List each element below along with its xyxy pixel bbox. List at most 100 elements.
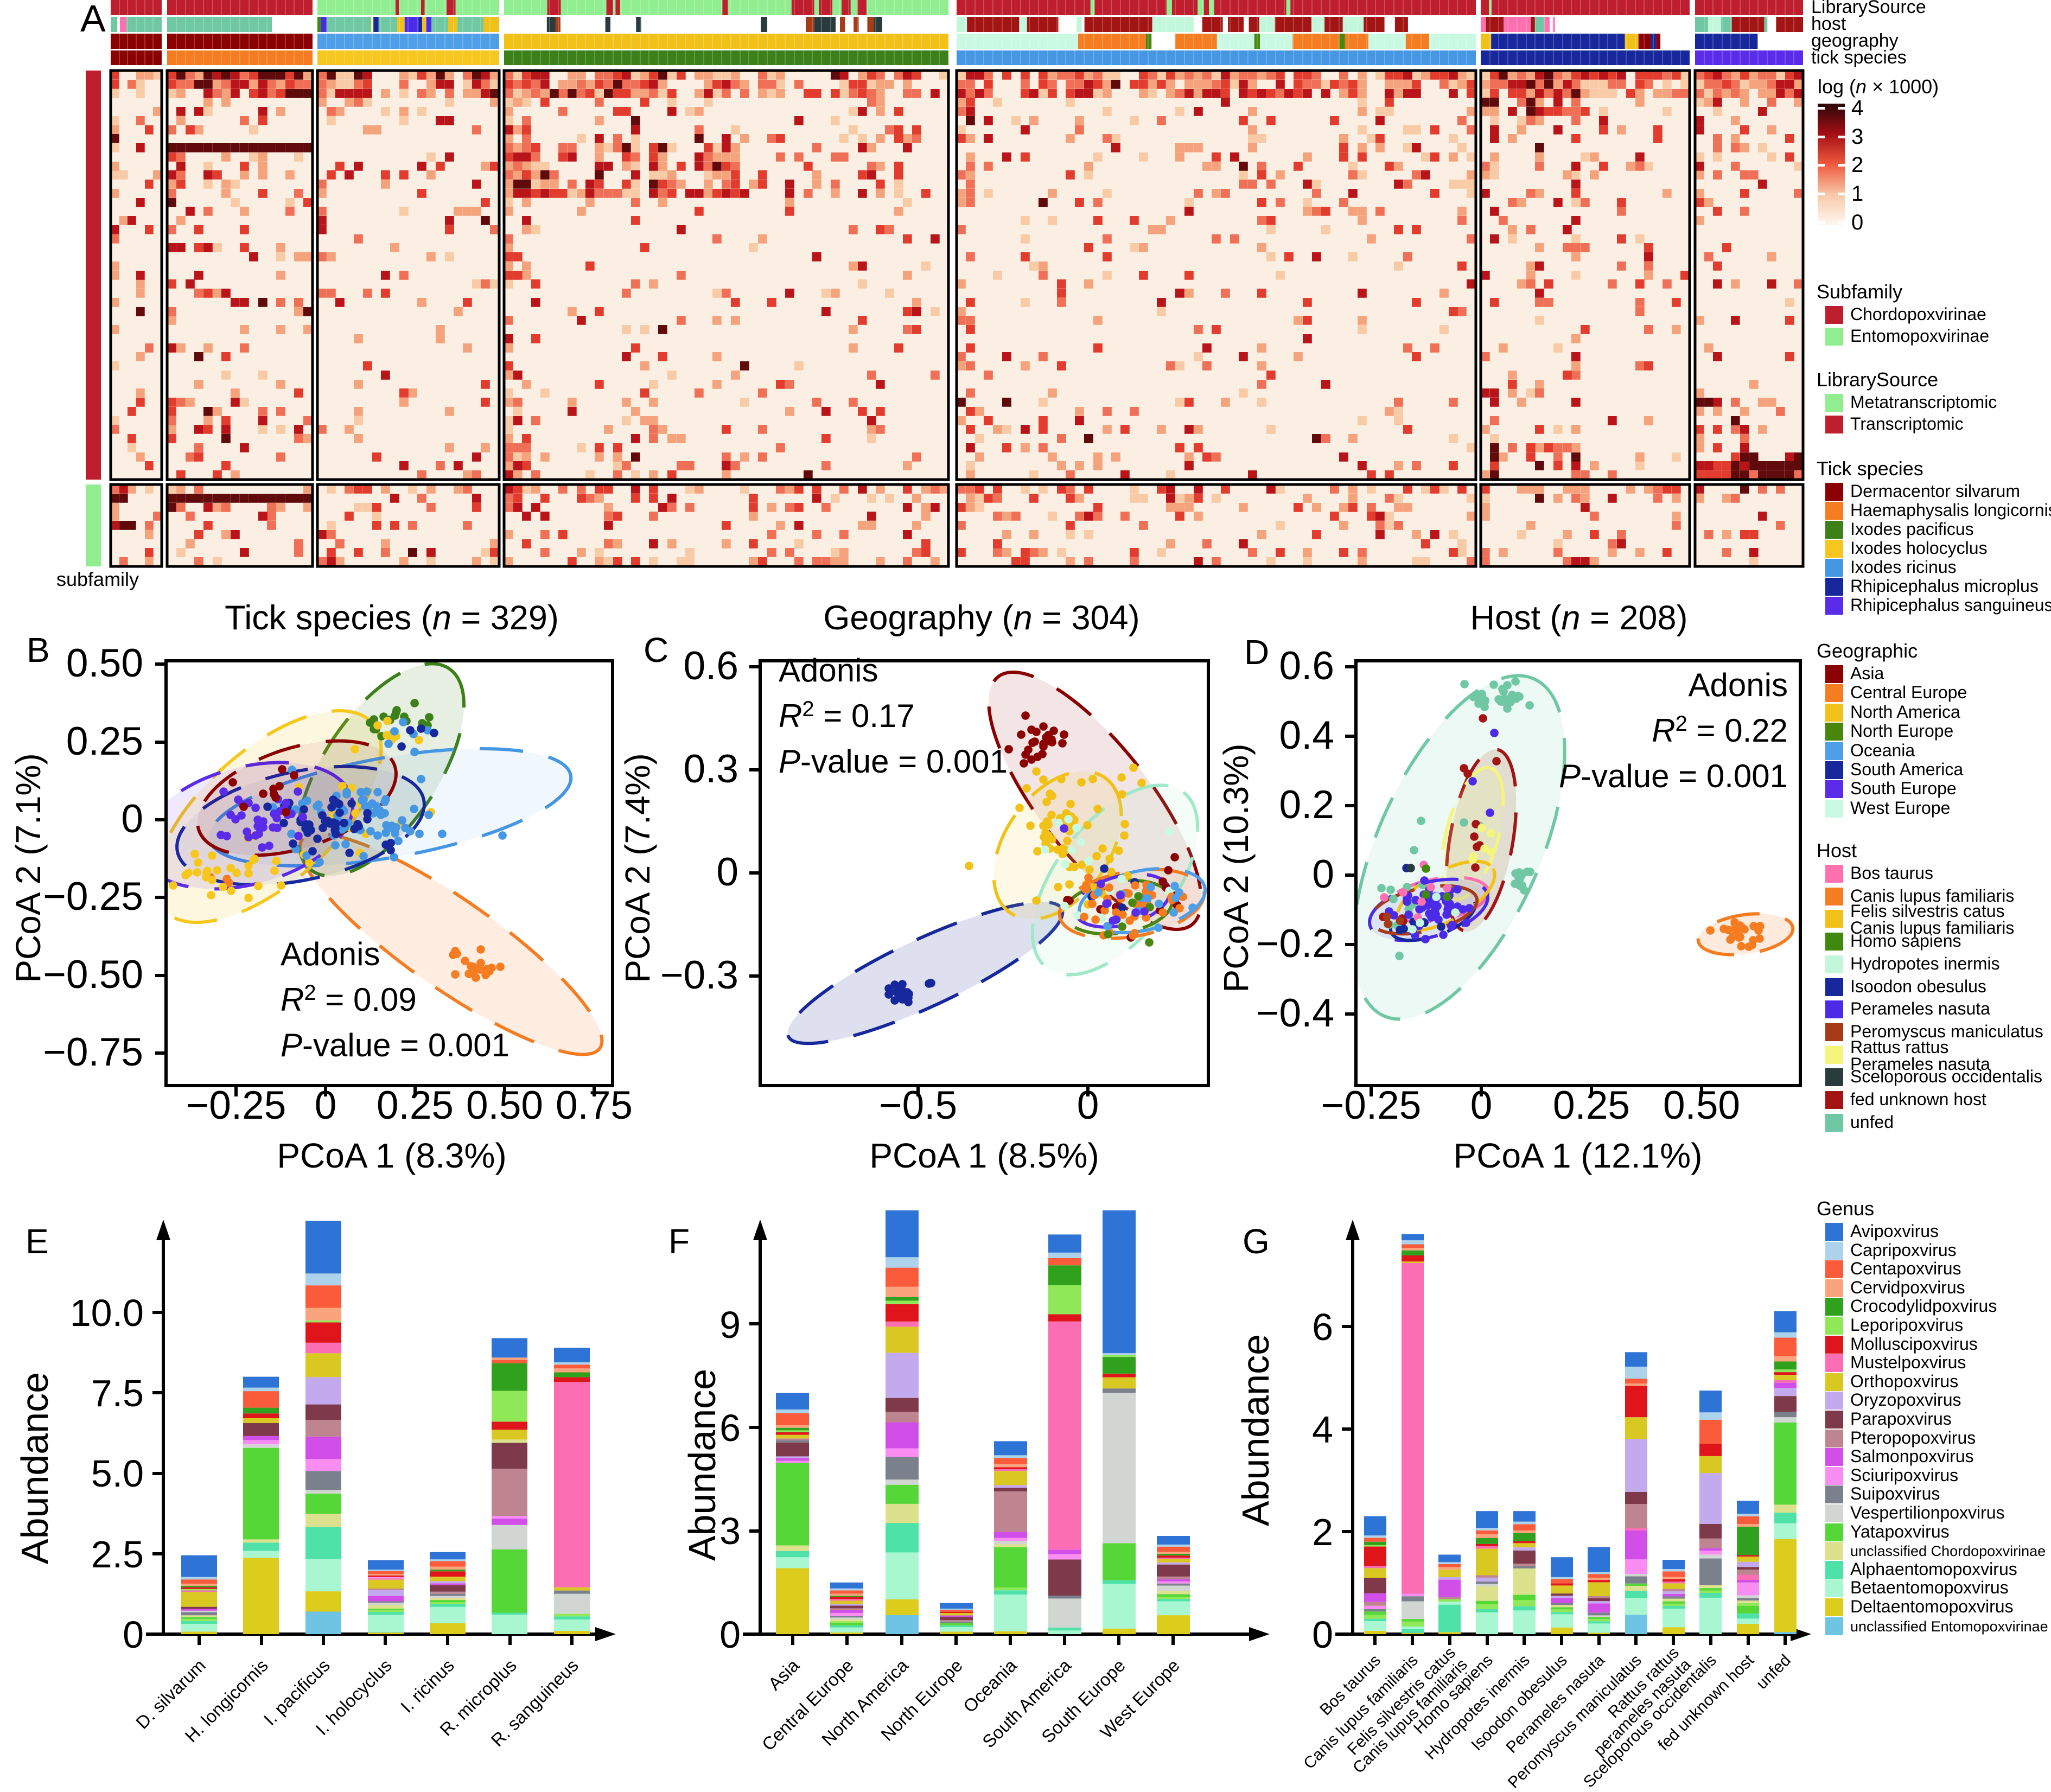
svg-text:Abundance: Abundance bbox=[1234, 1334, 1277, 1526]
svg-text:1: 1 bbox=[1851, 182, 1863, 206]
svg-text:Tick species: Tick species bbox=[1817, 457, 1923, 480]
svg-text:Canis lupus familiaris: Canis lupus familiaris bbox=[1850, 918, 2014, 938]
svg-text:−0.25: −0.25 bbox=[186, 1083, 286, 1127]
svg-text:Oryzopoxvirus: Oryzopoxvirus bbox=[1850, 1390, 1961, 1410]
svg-text:C: C bbox=[644, 630, 668, 669]
svg-text:0: 0 bbox=[716, 850, 738, 894]
svg-text:Hydropotes inermis: Hydropotes inermis bbox=[1850, 954, 2000, 973]
svg-text:Ixodes holocyclus: Ixodes holocyclus bbox=[1850, 538, 1988, 558]
svg-text:host: host bbox=[1811, 14, 1846, 34]
svg-text:Molluscipoxvirus: Molluscipoxvirus bbox=[1850, 1334, 1978, 1354]
svg-text:0.50: 0.50 bbox=[66, 641, 143, 685]
svg-text:4: 4 bbox=[1851, 96, 1863, 120]
svg-text:R2 = 0.09: R2 = 0.09 bbox=[281, 981, 417, 1018]
svg-text:−0.2: −0.2 bbox=[1256, 922, 1334, 966]
svg-text:Betaentomopoxvirus: Betaentomopoxvirus bbox=[1850, 1578, 2009, 1597]
svg-text:0.4: 0.4 bbox=[1279, 713, 1334, 757]
svg-text:LibrarySource: LibrarySource bbox=[1817, 368, 1938, 391]
svg-text:West Europe: West Europe bbox=[1850, 798, 1950, 818]
svg-text:subfamily: subfamily bbox=[56, 568, 139, 590]
svg-text:Genus: Genus bbox=[1817, 1197, 1874, 1220]
svg-text:Homo sapiens: Homo sapiens bbox=[1850, 931, 1961, 951]
svg-text:Chordopoxvirinae: Chordopoxvirinae bbox=[1850, 304, 1986, 324]
svg-text:Vespertilionpoxvirus: Vespertilionpoxvirus bbox=[1850, 1503, 2005, 1522]
svg-text:Deltaentomopoxvirus: Deltaentomopoxvirus bbox=[1850, 1597, 2014, 1616]
svg-text:0.3: 0.3 bbox=[684, 747, 738, 791]
svg-text:0.25: 0.25 bbox=[66, 719, 143, 763]
svg-text:Geographic: Geographic bbox=[1817, 640, 1918, 662]
svg-text:P-value = 0.001: P-value = 0.001 bbox=[1559, 758, 1788, 794]
svg-text:0: 0 bbox=[121, 797, 143, 841]
svg-text:geography: geography bbox=[1811, 30, 1899, 51]
svg-text:Tick species (n = 329): Tick species (n = 329) bbox=[225, 599, 559, 637]
svg-text:Bos taurus: Bos taurus bbox=[1850, 863, 1933, 883]
svg-text:Metatranscriptomic: Metatranscriptomic bbox=[1850, 392, 1997, 412]
svg-text:PCoA 2 (7.1%): PCoA 2 (7.1%) bbox=[9, 753, 48, 983]
svg-text:Avipoxvirus: Avipoxvirus bbox=[1850, 1221, 1939, 1241]
svg-text:Sceloporous occidentalis: Sceloporous occidentalis bbox=[1850, 1067, 2042, 1086]
svg-text:Adonis: Adonis bbox=[281, 936, 380, 972]
svg-text:−0.4: −0.4 bbox=[1256, 991, 1334, 1035]
svg-text:PCoA 1 (8.3%): PCoA 1 (8.3%) bbox=[277, 1136, 506, 1175]
svg-text:0.50: 0.50 bbox=[466, 1083, 543, 1127]
svg-text:Rhipicephalus microplus: Rhipicephalus microplus bbox=[1850, 576, 2039, 596]
svg-text:0.75: 0.75 bbox=[556, 1083, 633, 1127]
svg-text:3: 3 bbox=[1851, 125, 1863, 149]
svg-text:−0.3: −0.3 bbox=[660, 953, 738, 997]
svg-text:Abundance: Abundance bbox=[681, 1369, 723, 1561]
svg-text:Transcriptomic: Transcriptomic bbox=[1850, 414, 1964, 433]
svg-text:−0.50: −0.50 bbox=[43, 953, 143, 997]
svg-text:South America: South America bbox=[1850, 760, 1963, 779]
svg-text:Central Europe: Central Europe bbox=[1850, 683, 1967, 702]
svg-text:South Europe: South Europe bbox=[1850, 779, 1957, 798]
svg-text:0: 0 bbox=[1312, 1614, 1333, 1656]
svg-text:−0.25: −0.25 bbox=[43, 875, 143, 919]
svg-text:unclassified Entomopoxvirinae: unclassified Entomopoxvirinae bbox=[1850, 1618, 2048, 1635]
svg-text:D: D bbox=[1244, 633, 1269, 672]
svg-text:North America: North America bbox=[1850, 702, 1960, 722]
svg-text:−0.5: −0.5 bbox=[879, 1083, 957, 1127]
svg-text:6: 6 bbox=[719, 1407, 741, 1449]
svg-text:5.0: 5.0 bbox=[91, 1452, 144, 1495]
svg-text:Salmonpoxvirus: Salmonpoxvirus bbox=[1850, 1446, 1974, 1466]
svg-text:0: 0 bbox=[1851, 211, 1863, 234]
svg-text:PCoA 2 (7.4%): PCoA 2 (7.4%) bbox=[618, 753, 657, 983]
svg-text:7.5: 7.5 bbox=[91, 1372, 144, 1414]
svg-text:Centapoxvirus: Centapoxvirus bbox=[1850, 1259, 1961, 1278]
svg-text:0: 0 bbox=[315, 1083, 337, 1127]
svg-text:Ixodes ricinus: Ixodes ricinus bbox=[1850, 557, 1957, 577]
svg-text:F: F bbox=[668, 1222, 690, 1261]
svg-text:9: 9 bbox=[719, 1304, 741, 1346]
svg-text:P-value = 0.001: P-value = 0.001 bbox=[779, 743, 1008, 780]
svg-text:Yatapoxvirus: Yatapoxvirus bbox=[1850, 1522, 1950, 1541]
svg-text:Rattus rattus: Rattus rattus bbox=[1850, 1037, 1948, 1057]
svg-text:fed unknown host: fed unknown host bbox=[1850, 1089, 1986, 1109]
svg-text:Felis silvestris catus: Felis silvestris catus bbox=[1850, 901, 2005, 921]
svg-text:tick species: tick species bbox=[1811, 47, 1907, 68]
svg-text:Abundance: Abundance bbox=[14, 1372, 56, 1564]
svg-text:4: 4 bbox=[1312, 1408, 1333, 1451]
svg-text:Perameles nasuta: Perameles nasuta bbox=[1850, 999, 1990, 1018]
svg-text:Parapoxvirus: Parapoxvirus bbox=[1850, 1409, 1952, 1429]
svg-text:Ixodes pacificus: Ixodes pacificus bbox=[1850, 519, 1974, 539]
svg-text:R2 = 0.17: R2 = 0.17 bbox=[779, 697, 915, 734]
svg-text:0: 0 bbox=[1470, 1083, 1493, 1127]
svg-text:0: 0 bbox=[1312, 852, 1334, 896]
svg-text:R2 = 0.22: R2 = 0.22 bbox=[1652, 712, 1788, 749]
svg-text:−0.25: −0.25 bbox=[1321, 1083, 1422, 1127]
svg-text:log (n × 1000): log (n × 1000) bbox=[1818, 75, 1939, 98]
svg-text:North Europe: North Europe bbox=[1850, 721, 1953, 741]
svg-text:2: 2 bbox=[1312, 1511, 1333, 1553]
svg-text:Host: Host bbox=[1817, 839, 1857, 862]
svg-text:Crocodylidpoxvirus: Crocodylidpoxvirus bbox=[1850, 1296, 1997, 1316]
svg-text:Pteropopoxvirus: Pteropopoxvirus bbox=[1850, 1428, 1976, 1447]
svg-text:Capripoxvirus: Capripoxvirus bbox=[1850, 1240, 1957, 1260]
svg-text:6: 6 bbox=[1312, 1306, 1333, 1348]
svg-text:0.25: 0.25 bbox=[377, 1083, 454, 1127]
svg-text:A: A bbox=[80, 0, 106, 40]
svg-text:Haemaphysalis longicornis: Haemaphysalis longicornis bbox=[1850, 500, 2051, 520]
svg-text:0.6: 0.6 bbox=[684, 644, 738, 688]
svg-text:2.5: 2.5 bbox=[91, 1533, 144, 1576]
svg-text:Mustelpoxvirus: Mustelpoxvirus bbox=[1850, 1353, 1966, 1372]
svg-text:3: 3 bbox=[719, 1510, 741, 1552]
